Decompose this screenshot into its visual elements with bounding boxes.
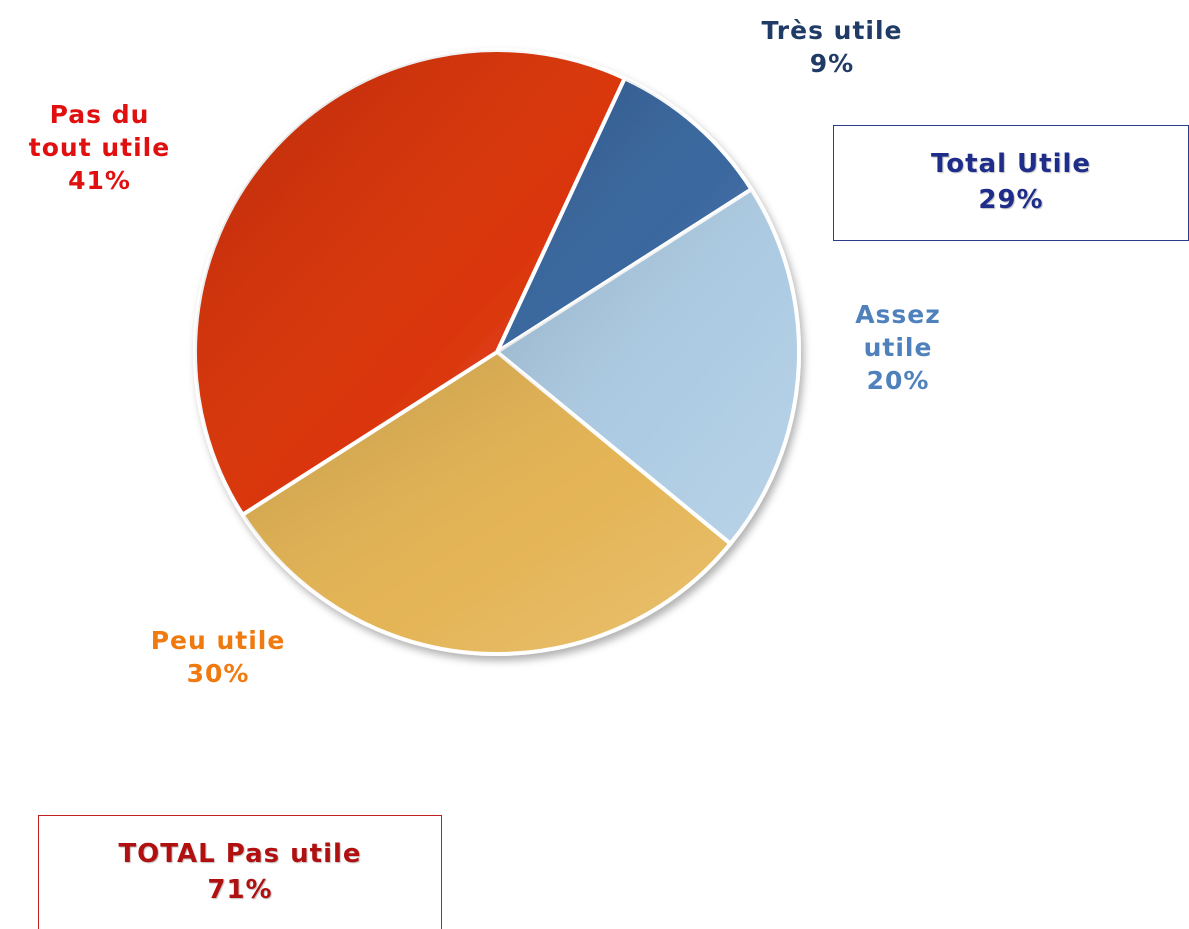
total-box: TOTAL Pas utile 71% [38, 815, 442, 929]
total-value: 29% [978, 185, 1044, 215]
slice-label: Peu utile 30% [108, 624, 328, 690]
label-name: Peu utile [150, 626, 286, 655]
slice-label: Pas du tout utile 41% [22, 98, 177, 197]
total-value: 71% [207, 875, 273, 905]
label-name: Pas du tout utile [28, 100, 171, 162]
label-name: Assez utile [855, 300, 941, 362]
slice-label: Très utile 9% [722, 14, 942, 80]
label-name: Très utile [761, 16, 903, 45]
pie [193, 48, 801, 656]
total-title: TOTAL Pas utile [118, 839, 362, 869]
slice-label: Assez utile 20% [838, 298, 958, 397]
total-title: Total Utile [930, 149, 1092, 179]
label-value: 9% [809, 49, 855, 78]
label-value: 30% [186, 659, 250, 688]
label-value: 20% [866, 366, 930, 395]
label-value: 41% [68, 166, 131, 195]
total-box: Total Utile 29% [833, 125, 1189, 241]
